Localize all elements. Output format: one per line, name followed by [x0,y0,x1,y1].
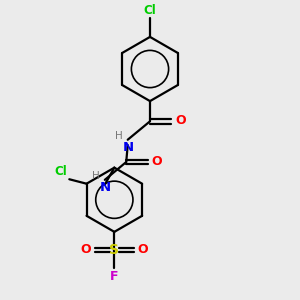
Text: S: S [109,243,119,257]
Text: O: O [137,243,148,256]
Text: N: N [100,181,111,194]
Text: H: H [92,171,100,181]
Text: O: O [152,155,162,168]
Text: O: O [176,114,186,127]
Text: Cl: Cl [144,4,156,17]
Text: O: O [80,243,91,256]
Text: Cl: Cl [54,165,67,178]
Text: F: F [110,271,118,284]
Text: N: N [123,141,134,154]
Text: H: H [115,131,122,141]
